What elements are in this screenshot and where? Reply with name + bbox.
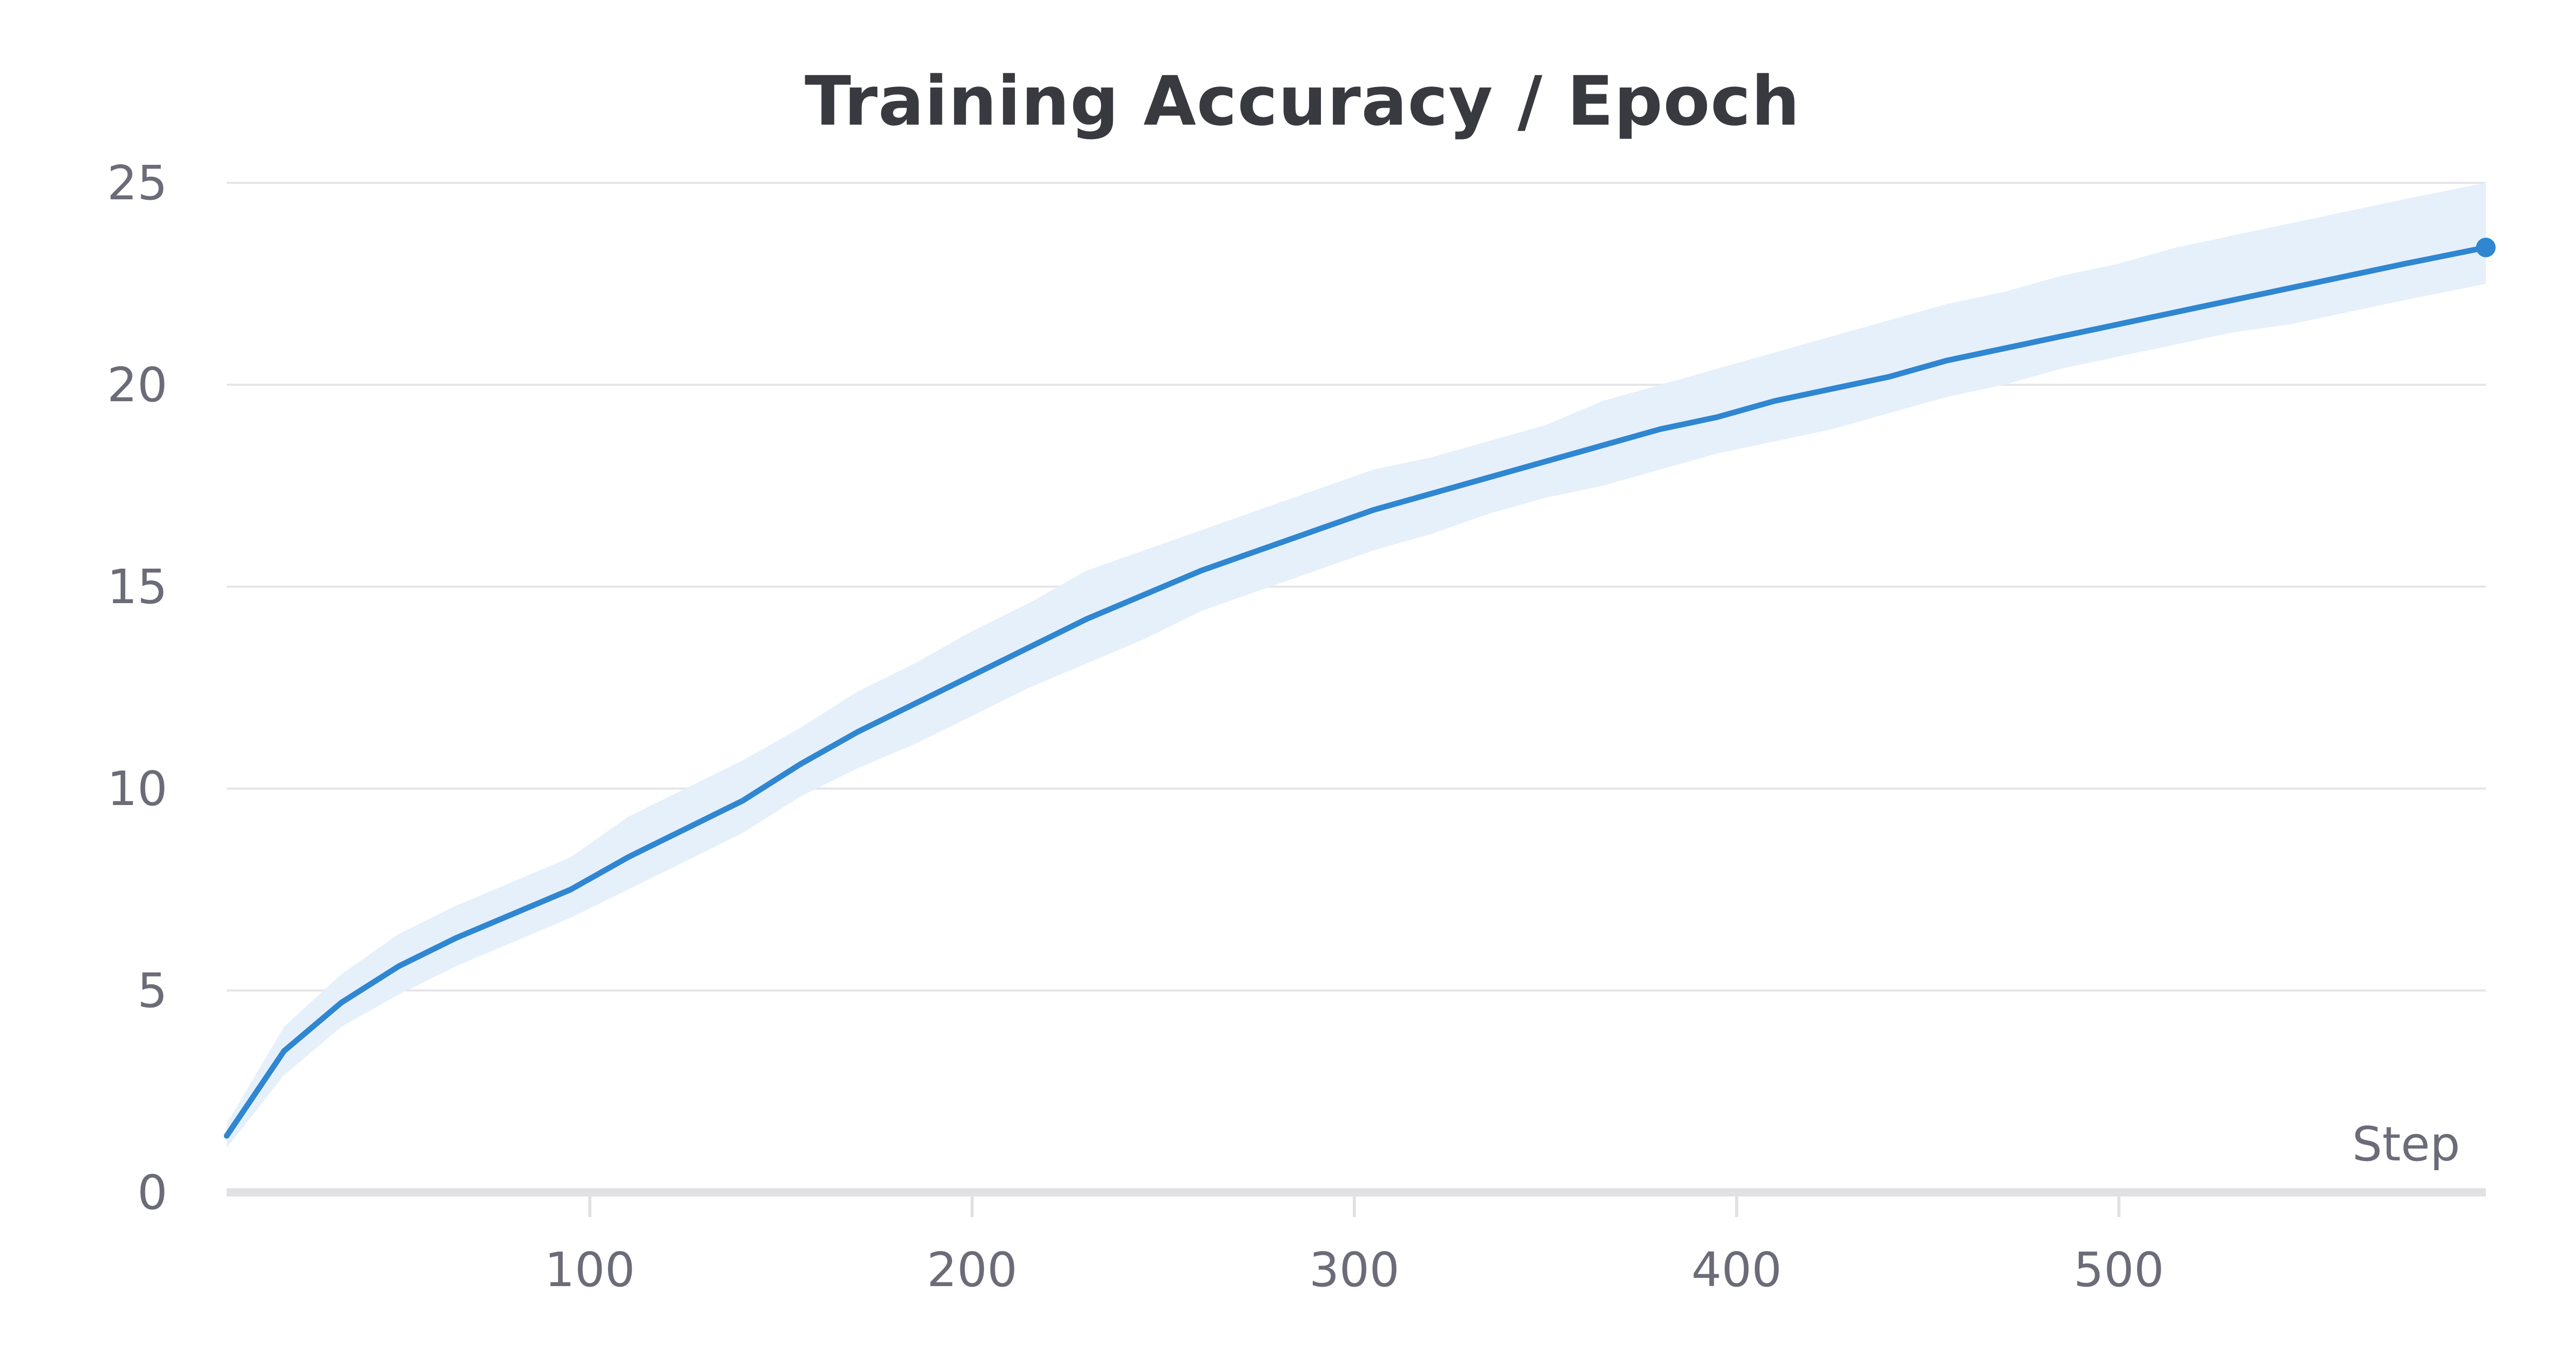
grid-lines [227, 182, 2486, 991]
y-tick-label: 20 [107, 357, 167, 413]
x-tick-label: 100 [545, 1242, 635, 1297]
series-end-point [2476, 237, 2496, 258]
x-axis [227, 1188, 2486, 1217]
series-layer [224, 237, 2496, 1139]
y-tick-label: 5 [137, 963, 167, 1018]
x-tick-label: 200 [927, 1242, 1018, 1297]
x-tick-label: 400 [1691, 1242, 1782, 1297]
chart-title: Training Accuracy / Epoch [804, 62, 1801, 141]
confidence-band-layer [227, 183, 2486, 1148]
y-tick-label: 0 [137, 1165, 167, 1220]
confidence-band [227, 183, 2486, 1148]
y-tick-label: 10 [107, 761, 167, 816]
x-tick-label: 300 [1309, 1242, 1400, 1297]
y-tick-label: 15 [107, 559, 167, 614]
tick-labels: 0 5 10 15 20 25 100 200 300 400 500 Step [107, 156, 2460, 1297]
x-axis-label: Step [2352, 1117, 2460, 1172]
x-tick-label: 500 [2074, 1242, 2164, 1297]
series-line [224, 244, 2489, 1139]
y-tick-label: 25 [107, 156, 167, 211]
